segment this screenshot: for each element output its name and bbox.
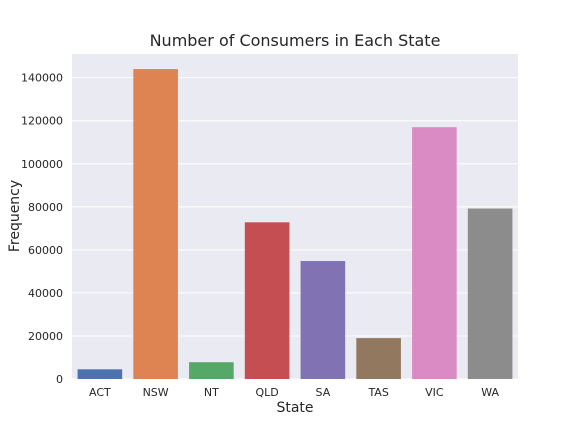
- y-tick-label: 140000: [21, 72, 63, 85]
- bar-tas: [356, 338, 401, 379]
- bar-vic: [412, 127, 457, 380]
- bars: [77, 69, 513, 380]
- y-tick-label: 0: [56, 373, 63, 386]
- y-tick-label: 20000: [28, 330, 63, 343]
- x-tick-label-tas: TAS: [367, 386, 388, 399]
- bar-nt: [189, 362, 234, 379]
- y-tick-label: 60000: [28, 244, 63, 257]
- bar-sa: [300, 261, 346, 379]
- x-tick-labels: ACT NSW NT QLD SA TAS VIC WA: [89, 386, 499, 399]
- y-axis-label: Frequency: [7, 180, 23, 252]
- y-tick-label: 100000: [21, 158, 63, 171]
- x-tick-label-act: ACT: [89, 386, 111, 399]
- x-tick-label-nt: NT: [204, 386, 219, 399]
- x-tick-label-qld: QLD: [255, 386, 278, 399]
- y-tick-label: 120000: [21, 115, 63, 128]
- x-tick-label-sa: SA: [316, 386, 331, 399]
- bar-qld: [244, 222, 290, 379]
- bar-nsw: [133, 69, 178, 379]
- y-tick-label: 80000: [28, 201, 63, 214]
- bar-act: [77, 369, 123, 379]
- y-tick-label: 40000: [28, 287, 63, 300]
- y-tick-labels: 0 20000 40000 60000 80000 100000 120000 140000: [21, 72, 63, 386]
- x-tick-label-vic: VIC: [425, 386, 444, 399]
- bar-wa: [467, 208, 513, 379]
- x-axis-label: State: [276, 400, 313, 416]
- chart-title: Number of Consumers in Each State: [150, 31, 441, 50]
- x-tick-label-nsw: NSW: [143, 386, 169, 399]
- x-tick-label-wa: WA: [481, 386, 499, 399]
